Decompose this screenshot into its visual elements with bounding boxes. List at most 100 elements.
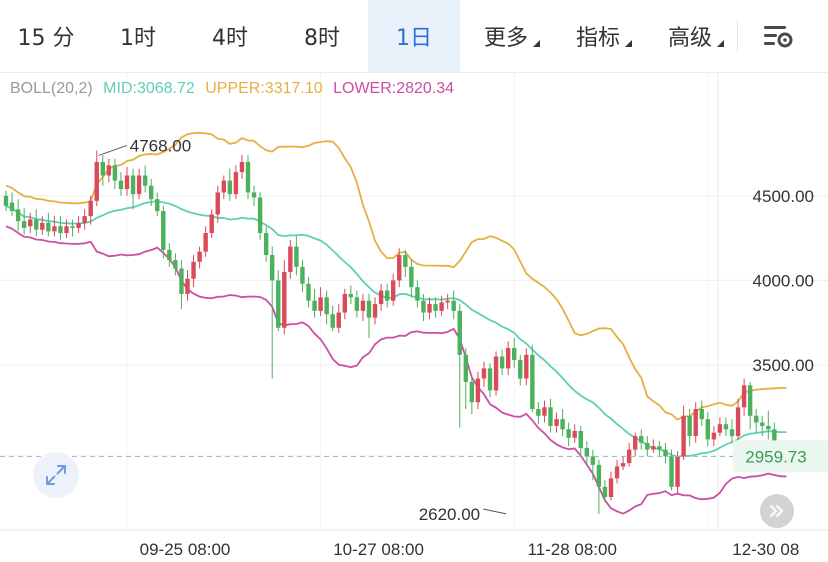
min-price-leader xyxy=(483,508,507,515)
candle-body xyxy=(487,368,493,391)
candle-body xyxy=(64,226,69,234)
candle-body xyxy=(88,200,93,217)
boll-mid-line xyxy=(5,200,787,458)
candle-body xyxy=(481,368,487,379)
tab-divider xyxy=(737,20,738,52)
x-tick-label: 11-28 08:00 xyxy=(527,540,616,559)
tab-more[interactable]: 更多 xyxy=(460,0,552,72)
tab-label: 8时 xyxy=(304,26,340,51)
candle-body xyxy=(620,463,626,467)
candle-body xyxy=(475,378,481,403)
candle-body xyxy=(645,442,650,450)
tab-label: 1日 xyxy=(396,26,432,51)
candle-body xyxy=(391,280,396,301)
tab-4h[interactable]: 4时 xyxy=(184,0,276,72)
candle-body xyxy=(675,456,680,487)
candle-body xyxy=(651,446,656,450)
candle-body xyxy=(596,464,602,487)
candle-body xyxy=(614,466,620,479)
candle-body xyxy=(663,449,668,457)
chart-settings-button[interactable] xyxy=(758,18,798,54)
candle-body xyxy=(590,456,596,465)
candle-body xyxy=(239,161,245,173)
candle-body xyxy=(306,283,311,301)
candle-body xyxy=(572,430,577,438)
candles-group xyxy=(3,150,789,514)
candle-body xyxy=(741,385,747,408)
tab-label: 更多 xyxy=(483,26,528,51)
candle-body xyxy=(124,175,130,190)
candle-body xyxy=(209,214,214,234)
y-tick-label: 3500.00 xyxy=(753,356,814,375)
candle-body xyxy=(76,222,81,228)
candle-body xyxy=(499,356,505,369)
candle-body xyxy=(336,312,341,328)
tab-8h[interactable]: 8时 xyxy=(276,0,368,72)
jump-to-latest-button[interactable] xyxy=(760,494,794,528)
x-tick-label: 10-27 08:00 xyxy=(333,540,424,559)
tab-indicators[interactable]: 指标 xyxy=(552,0,644,72)
candle-body xyxy=(21,221,27,228)
candle-body xyxy=(717,424,723,433)
boll-lower-line xyxy=(5,225,787,515)
candle-body xyxy=(451,300,456,311)
candle-body xyxy=(445,300,450,303)
candle-body xyxy=(3,195,9,206)
tab-advanced[interactable]: 高级 xyxy=(644,0,736,72)
candle-body xyxy=(227,180,233,195)
candle-body xyxy=(518,359,523,379)
y-tick-label: 4500.00 xyxy=(753,187,814,206)
boll-upper-line xyxy=(5,131,787,421)
candle-body xyxy=(161,211,166,250)
candle-body xyxy=(348,293,354,298)
boll-mid-value: MID:3068.72 xyxy=(103,80,195,97)
candle-body xyxy=(699,408,704,420)
fullscreen-button[interactable] xyxy=(33,452,79,498)
candle-body xyxy=(257,197,263,234)
dropdown-corner-icon xyxy=(533,40,540,47)
last-price-value: 2959.73 xyxy=(745,447,806,466)
candle-body xyxy=(566,429,571,438)
candle-body xyxy=(312,300,317,311)
candle-body xyxy=(58,226,63,234)
candle-body xyxy=(729,429,735,437)
candle-body xyxy=(40,222,45,230)
candle-body xyxy=(542,407,547,416)
tab-15min[interactable]: 15 分 xyxy=(0,0,92,72)
candle-body xyxy=(681,415,686,457)
candle-body xyxy=(397,255,402,281)
candle-body xyxy=(215,192,220,215)
candle-body xyxy=(754,415,759,423)
candle-body xyxy=(633,436,638,450)
candle-body xyxy=(34,219,39,230)
candle-body xyxy=(294,246,299,267)
tab-1d[interactable]: 1日 xyxy=(368,0,460,72)
candle-body xyxy=(179,268,184,294)
chart-settings-icon xyxy=(764,26,793,48)
candle-body xyxy=(354,297,360,311)
candle-body xyxy=(173,260,178,269)
candle-body xyxy=(330,314,335,328)
candle-body xyxy=(639,436,644,443)
boll-name: BOLL(20,2) xyxy=(10,80,93,97)
candle-body xyxy=(46,222,51,232)
candle-body xyxy=(536,408,541,416)
x-tick-label: 09-25 08:00 xyxy=(140,540,231,559)
candle-body xyxy=(760,422,765,426)
candle-body xyxy=(524,354,529,379)
candle-body xyxy=(415,287,420,301)
candle-body xyxy=(493,356,499,391)
y-tick-label: 4000.00 xyxy=(753,271,814,290)
dropdown-corner-icon xyxy=(625,40,632,47)
candle-body xyxy=(245,161,251,193)
candle-body xyxy=(324,297,329,315)
tab-1h[interactable]: 1时 xyxy=(92,0,184,72)
candle-body xyxy=(366,300,372,318)
candle-body xyxy=(372,304,378,318)
candle-body xyxy=(52,226,57,232)
candle-body xyxy=(602,486,608,497)
candle-body xyxy=(548,407,553,426)
candle-body xyxy=(657,446,662,450)
candle-body xyxy=(167,249,172,261)
